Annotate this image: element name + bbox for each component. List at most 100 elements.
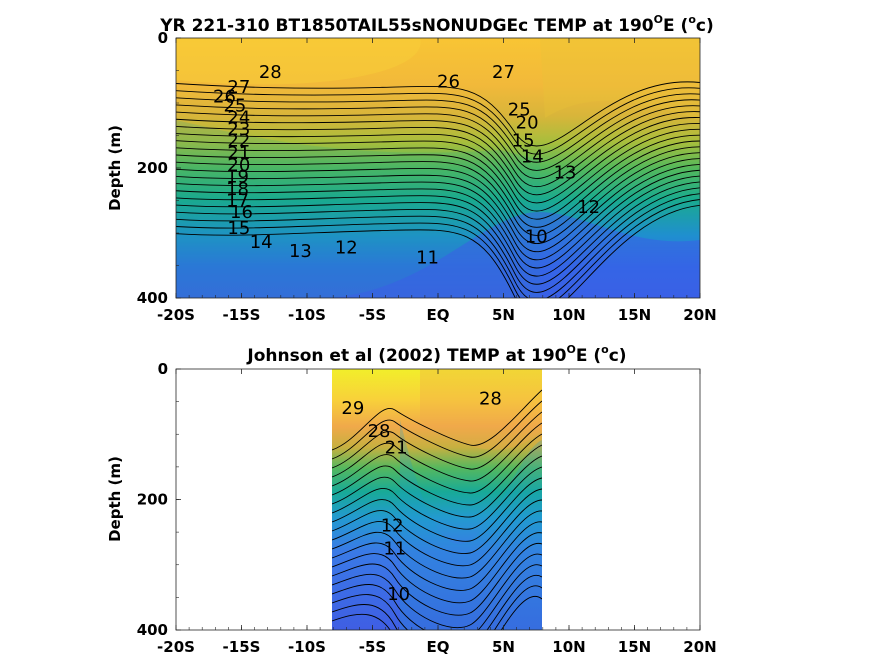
isotherm-line <box>176 117 700 196</box>
contour-label: 23 <box>227 119 250 140</box>
top-x-ticks: -20S -15S -10S -5S EQ 5N 10N 15N 20N <box>157 38 717 324</box>
contour-label: 13 <box>289 241 312 262</box>
isotherm-line <box>332 521 542 591</box>
isotherm-line <box>176 169 700 269</box>
top-contours <box>176 81 700 298</box>
contour-label: 27 <box>492 62 515 83</box>
isotherm-line <box>332 553 542 629</box>
isotherm-line <box>332 488 542 554</box>
bottom-field-north <box>420 369 542 450</box>
isotherm-line <box>176 175 700 277</box>
x-tick-label: -15S <box>223 638 261 656</box>
x-tick-label: -5S <box>359 638 386 656</box>
contour-label: 20 <box>227 155 250 176</box>
isotherm-line <box>176 93 700 163</box>
isotherm-line <box>176 140 700 228</box>
contour-label: 12 <box>381 516 404 537</box>
contour-label: 15 <box>512 131 535 152</box>
isotherm-line <box>176 134 700 220</box>
x-tick-label: 10N <box>552 638 585 656</box>
contour-label: 26 <box>437 72 460 93</box>
x-tick-label: EQ <box>427 306 450 324</box>
isotherm-line <box>332 477 542 542</box>
contour-label: 10 <box>387 584 410 605</box>
isotherm-line <box>332 455 542 518</box>
isotherm-line <box>176 128 700 212</box>
y-tick-label: 200 <box>137 159 168 177</box>
y-tick-label: 400 <box>137 621 168 639</box>
isotherm-line <box>332 564 542 630</box>
isotherm-line <box>176 158 700 252</box>
bottom-field <box>332 369 542 630</box>
x-tick-label: 15N <box>618 306 651 324</box>
x-tick-label: 10N <box>552 306 585 324</box>
x-tick-label: -10S <box>288 638 326 656</box>
y-tick-label: 0 <box>158 29 168 47</box>
contour-label: 28 <box>259 62 282 83</box>
isotherm-line <box>332 510 542 579</box>
top-y-ticks: 0 200 400 <box>137 29 181 307</box>
top-field-yellow-nw <box>176 38 421 85</box>
x-tick-label: 20N <box>683 306 716 324</box>
isotherm-line <box>176 122 700 204</box>
contour-label: 12 <box>577 197 600 218</box>
isotherm-line <box>176 187 700 293</box>
x-tick-label: -20S <box>157 306 195 324</box>
contour-label: 16 <box>230 202 253 223</box>
isotherm-line <box>332 444 542 506</box>
contour-label: 21 <box>385 437 408 458</box>
isotherm-line <box>332 411 542 470</box>
isotherm-line <box>176 87 700 155</box>
x-tick-label: -5S <box>359 306 386 324</box>
bottom-field-trough <box>400 420 542 630</box>
isotherm-line <box>332 543 542 616</box>
x-tick-label: 5N <box>492 306 515 324</box>
contour-label: 24 <box>227 107 250 128</box>
isotherm-line <box>176 81 700 147</box>
isotherm-line <box>176 99 700 171</box>
contour-label: 25 <box>223 96 246 117</box>
x-tick-label: -15S <box>223 306 261 324</box>
bottom-contours <box>332 389 542 630</box>
contour-label: 10 <box>525 226 548 247</box>
isotherm-line <box>176 193 700 298</box>
x-tick-label: EQ <box>427 638 450 656</box>
contour-label: 22 <box>227 131 250 152</box>
x-tick-label: 20N <box>683 638 716 656</box>
contour-label: 20 <box>516 113 539 134</box>
y-tick-label: 0 <box>158 360 168 378</box>
isotherm-line <box>176 163 700 261</box>
contour-label: 28 <box>368 421 391 442</box>
bottom-plot-area <box>332 369 542 630</box>
x-tick-label: -20S <box>157 638 195 656</box>
bottom-panel: Johnson et al (2002) TEMP at 190OE (oc) … <box>106 343 717 656</box>
top-field-deep <box>330 212 700 298</box>
x-tick-label: -10S <box>288 306 326 324</box>
bottom-x-ticks: -20S -15S -10S -5S EQ 5N 10N 15N 20N <box>157 369 717 656</box>
isotherm-line <box>176 199 700 298</box>
contour-label: 29 <box>341 398 364 419</box>
isotherm-line <box>176 204 700 298</box>
contour-label: 15 <box>227 218 250 239</box>
contour-label: 21 <box>227 143 250 164</box>
isotherm-line <box>176 111 700 187</box>
contour-label: 11 <box>383 538 406 559</box>
bottom-title: Johnson et al (2002) TEMP at 190OE (oc) <box>246 343 626 366</box>
isotherm-line <box>332 466 542 530</box>
contour-label: 12 <box>335 237 358 258</box>
isotherm-line <box>332 585 542 630</box>
top-ylabel: Depth (m) <box>106 125 124 211</box>
bottom-ylabel: Depth (m) <box>106 456 124 542</box>
contour-label: 25 <box>508 100 531 121</box>
isotherm-line <box>332 389 542 451</box>
x-tick-label: 5N <box>492 638 515 656</box>
isotherm-line <box>332 532 542 604</box>
isotherm-line <box>332 433 542 494</box>
contour-label: 14 <box>521 146 544 167</box>
contour-label: 18 <box>226 179 249 200</box>
contour-label: 19 <box>226 166 249 187</box>
y-tick-label: 400 <box>137 289 168 307</box>
isotherm-line <box>332 422 542 482</box>
